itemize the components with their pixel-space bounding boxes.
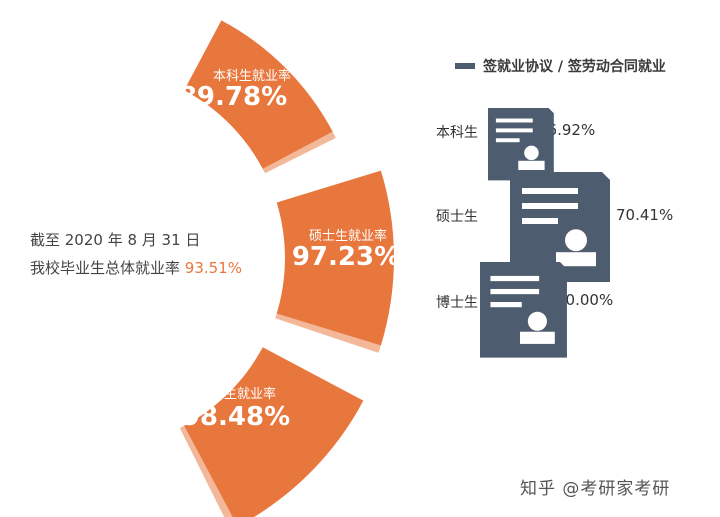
intro-overall: 我校毕业生总体就业率 93.51%	[30, 254, 242, 282]
legend-swatch	[455, 63, 475, 69]
fan-wedge	[184, 347, 364, 517]
fan-value-label: 98.48%	[182, 402, 290, 432]
intro-date: 截至 2020 年 8 月 31 日	[30, 231, 201, 249]
watermark-text: 知乎 @考研家考研	[520, 479, 671, 499]
overall-rate-value: 93.51%	[184, 259, 242, 277]
intro-overall-label: 我校毕业生总体就业率	[30, 259, 185, 277]
bachelor-contract-rate: 16.92%	[538, 121, 596, 139]
master-label: 硕士生	[436, 209, 478, 225]
fan-category-label: 硕士生就业率	[309, 228, 387, 244]
master-contract-rate: 70.41%	[616, 206, 674, 224]
fan-wedge	[276, 170, 394, 346]
fan-value-label: 89.78%	[179, 82, 287, 112]
intro-text: 截至 2020 年 8 月 31 日 我校毕业生总体就业率 93.51%	[30, 226, 242, 282]
fan-category-label: 本科生就业率	[213, 68, 291, 84]
fan-category-label: 博士生就业率	[198, 386, 276, 402]
fan-wedge	[184, 20, 333, 169]
legend: 签就业协议 / 签劳动合同就业	[455, 56, 666, 76]
doctor-label: 博士生	[436, 295, 478, 311]
legend-label: 签就业协议 / 签劳动合同就业	[483, 59, 666, 75]
doctor-contract-rate: 50.00%	[556, 291, 614, 309]
bachelor-label: 本科生	[436, 125, 478, 141]
fan-value-label: 97.23%	[292, 242, 400, 272]
